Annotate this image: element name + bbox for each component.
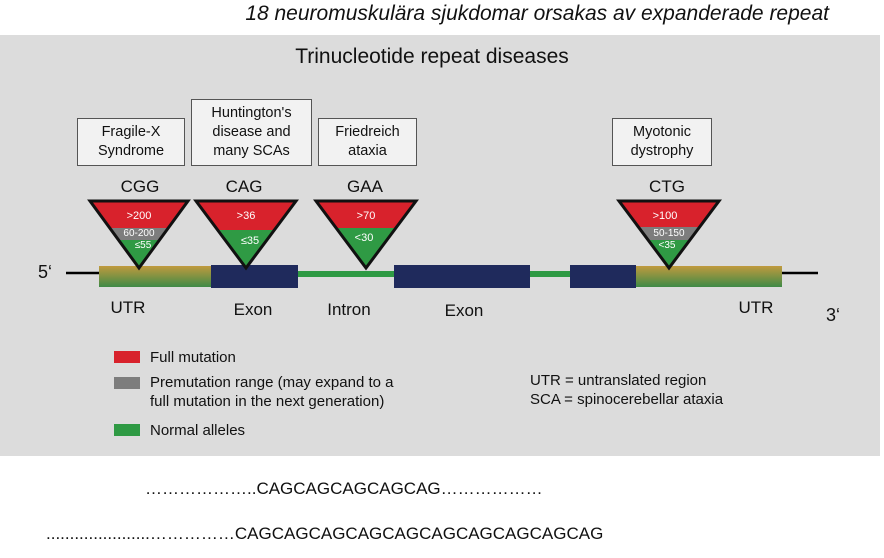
region-label-exon: Exon (233, 300, 273, 319)
sequence-normal: ………………..CAGCAGCAGCAGCAG……………… (145, 479, 543, 498)
note-utr: UTR = untranslated region (530, 372, 707, 389)
normal-range-label: ≤35 (241, 235, 259, 247)
legend-label-full: Full mutation (150, 349, 236, 366)
exon-bar (394, 265, 530, 288)
gene-diagram: >200 60-200 ≤55 >36 ≤35 >70 <30 >100 50-… (66, 199, 818, 288)
sequence-expanded: ......................……………CAGCAGCAGCAGC… (46, 524, 604, 543)
codon-cag: CAG (225, 177, 263, 196)
premutation-range-label: 60-200 (123, 228, 155, 239)
full-range-label: >36 (237, 210, 256, 222)
exon-bar (570, 265, 636, 288)
legend-swatch-normal (114, 424, 140, 436)
normal-range-label: <30 (355, 232, 374, 244)
intron-segment (298, 271, 394, 277)
disease-box-huntingtons: Huntington's disease and many SCAs (191, 99, 312, 166)
note-sca: SCA = spinocerebellar ataxia (530, 391, 724, 408)
exon-bar (211, 265, 298, 288)
disease-box-myotonic: Myotonic dystrophy (612, 118, 712, 166)
disease-box-friedreich: Friedreich ataxia (318, 118, 417, 166)
legend-label-normal: Normal alleles (150, 422, 246, 439)
legend-swatch-premutation (114, 377, 140, 389)
region-label-utr: UTR (738, 298, 774, 317)
codon-ctg: CTG (649, 177, 685, 196)
full-range-label: >200 (127, 210, 152, 222)
disease-box-fragile-x: Fragile-X Syndrome (77, 118, 185, 166)
full-range-label: >70 (357, 210, 376, 222)
normal-range-label: ≤55 (135, 240, 152, 251)
region-label-utr: UTR (110, 298, 146, 317)
codon-cgg: CGG (120, 177, 160, 196)
codon-gaa: GAA (347, 177, 383, 196)
utr-5-bar (99, 266, 211, 287)
figure-title: Trinucleotide repeat diseases (295, 45, 569, 68)
normal-range-label: <35 (659, 240, 676, 251)
slide-title: 18 neuromuskulära sjukdomar orsakas av e… (245, 2, 829, 25)
intron-segment (530, 271, 570, 277)
full-range-label: >100 (653, 210, 678, 222)
premutation-range-label: 50-150 (653, 228, 685, 239)
three-prime-label: 3‘ (826, 305, 841, 325)
legend-swatch-full (114, 351, 140, 363)
legend-label-premutation: Premutation range (may expand to a full … (150, 374, 394, 410)
five-prime-label: 5‘ (38, 262, 53, 282)
utr-3-bar (636, 266, 782, 287)
region-label-intron: Intron (327, 300, 371, 319)
region-label-exon: Exon (444, 301, 484, 320)
